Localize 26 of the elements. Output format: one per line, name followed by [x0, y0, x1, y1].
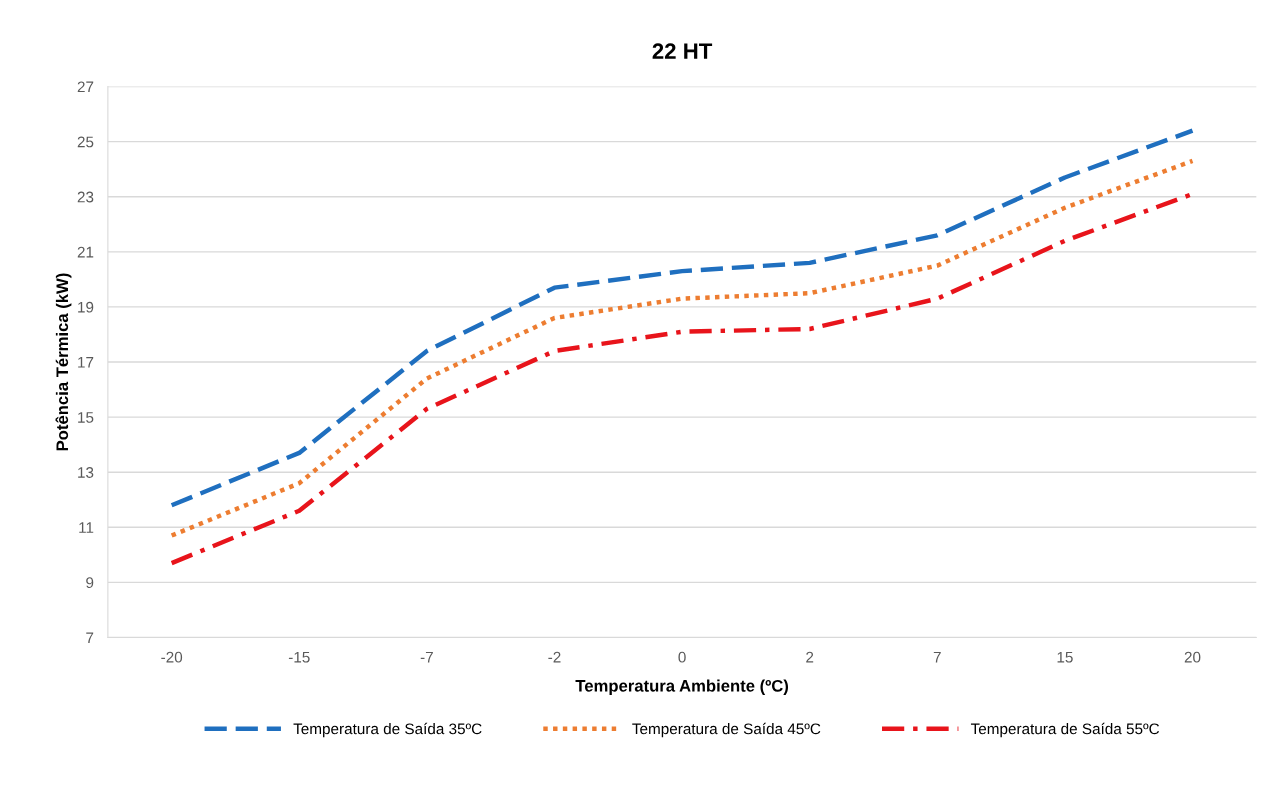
x-tick-label: 15	[1057, 651, 1073, 663]
y-tick-label: 7	[86, 632, 94, 644]
legend-label: Temperatura de Saída 45ºC	[632, 722, 821, 738]
y-tick-label: 27	[77, 81, 94, 93]
x-axis-title: Temperatura Ambiente (ºC)	[575, 679, 789, 696]
y-tick-label: 25	[77, 136, 94, 148]
y-tick-label: 11	[79, 522, 94, 533]
x-tick-label: -7	[420, 651, 433, 663]
y-tick-label: 21	[77, 246, 94, 258]
x-tick-label: -20	[161, 651, 183, 663]
y-axis-title: Potência Térmica (kW)	[55, 273, 72, 451]
y-tick-label: 9	[86, 577, 94, 589]
y-tick-label: 19	[78, 301, 94, 313]
x-tick-label: -2	[548, 651, 561, 663]
x-tick-label: 7	[933, 651, 941, 663]
x-tick-label: -15	[288, 651, 310, 663]
x-tick-label: 2	[806, 651, 814, 663]
y-tick-label: 13	[78, 467, 94, 478]
y-tick-label: 23	[77, 191, 94, 203]
legend-label: Temperatura de Saída 35ºC	[293, 722, 482, 738]
chart-title: 22 HT	[652, 43, 713, 59]
x-tick-label: 0	[678, 651, 686, 663]
y-tick-label: 15	[78, 412, 94, 423]
legend-label: Temperatura de Saída 55ºC	[970, 722, 1160, 738]
x-tick-label: 20	[1184, 651, 1201, 663]
y-tick-label: 17	[78, 357, 94, 368]
